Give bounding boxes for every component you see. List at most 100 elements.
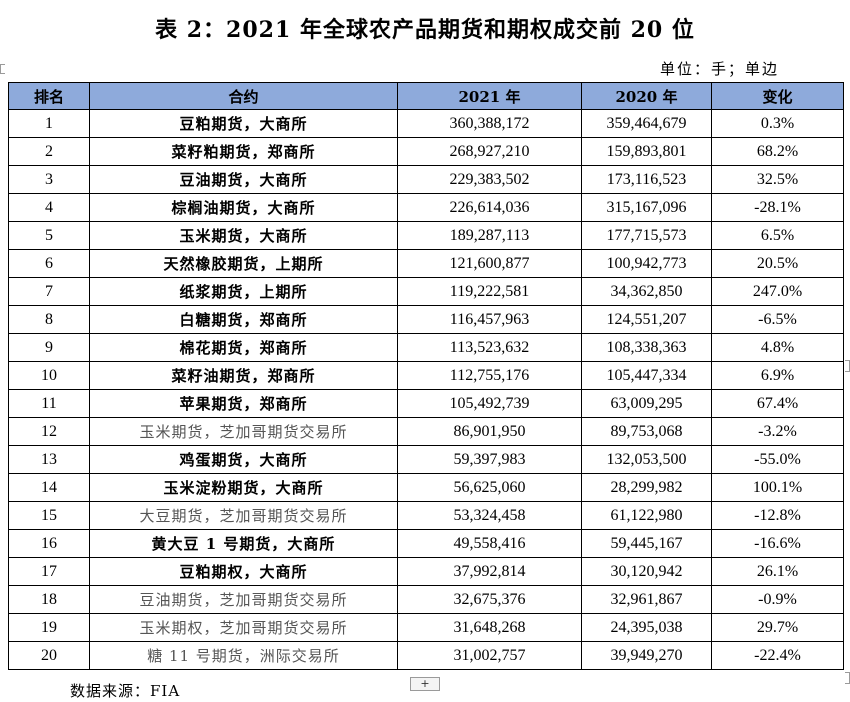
change-cell: 6.9% <box>711 361 844 390</box>
contract-cell: 豆粕期货，大商所 <box>89 109 398 138</box>
table-row: 4 棕榈油期货，大商所 226,614,036 315,167,096 -28.1% <box>8 193 844 222</box>
table-row: 2 菜籽粕期货，郑商所 268,927,210 159,893,801 68.2% <box>8 137 844 166</box>
volume-2021-cell: 121,600,877 <box>397 249 582 278</box>
volume-2020-cell: 100,942,773 <box>581 249 712 278</box>
volume-2020-cell: 28,299,982 <box>581 473 712 502</box>
rank-cell: 13 <box>8 445 90 474</box>
rank-cell: 20 <box>8 641 90 670</box>
volume-2021-cell: 112,755,176 <box>397 361 582 390</box>
unit-note: 单位：手；单边 <box>660 60 780 78</box>
volume-2021-cell: 226,614,036 <box>397 193 582 222</box>
contract-cell: 豆油期货，大商所 <box>89 165 398 194</box>
volume-2021-cell: 31,648,268 <box>397 613 582 642</box>
page-title: 表 2：2021 年全球农产品期货和期权成交前 20 位 <box>155 17 695 43</box>
contract-cell: 白糖期货，郑商所 <box>89 305 398 334</box>
contract-cell: 大豆期货，芝加哥期货交易所 <box>89 501 398 530</box>
volume-2020-cell: 63,009,295 <box>581 389 712 418</box>
table-row: 5 玉米期货，大商所 189,287,113 177,715,573 6.5% <box>8 221 844 250</box>
volume-2020-cell: 159,893,801 <box>581 137 712 166</box>
header-contract: 合约 <box>89 82 398 110</box>
contract-cell: 纸浆期货，上期所 <box>89 277 398 306</box>
table-row: 18 豆油期货，芝加哥期货交易所 32,675,376 32,961,867 -0.9% <box>8 585 844 614</box>
volume-2021-cell: 32,675,376 <box>397 585 582 614</box>
volume-2020-cell: 359,464,679 <box>581 109 712 138</box>
volume-2020-cell: 315,167,096 <box>581 193 712 222</box>
volume-2021-cell: 31,002,757 <box>397 641 582 670</box>
volume-2021-cell: 53,324,458 <box>397 501 582 530</box>
change-cell: -6.5% <box>711 305 844 334</box>
rank-cell: 7 <box>8 277 90 306</box>
header-2021: 2021 年 <box>397 82 582 110</box>
rank-cell: 6 <box>8 249 90 278</box>
table-row: 12 玉米期货，芝加哥期货交易所 86,901,950 89,753,068 -3.2% <box>8 417 844 446</box>
volume-2021-cell: 268,927,210 <box>397 137 582 166</box>
left-margin-marker <box>0 64 5 74</box>
volume-2020-cell: 30,120,942 <box>581 557 712 586</box>
volume-2020-cell: 89,753,068 <box>581 417 712 446</box>
rank-cell: 12 <box>8 417 90 446</box>
table-row: 6 天然橡胶期货，上期所 121,600,877 100,942,773 20.5% <box>8 249 844 278</box>
table-row: 17 豆粕期权，大商所 37,992,814 30,120,942 26.1% <box>8 557 844 586</box>
header-change: 变化 <box>711 82 844 110</box>
volume-2020-cell: 105,447,334 <box>581 361 712 390</box>
table-row: 11 苹果期货，郑商所 105,492,739 63,009,295 67.4% <box>8 389 844 418</box>
contract-cell: 棉花期货，郑商所 <box>89 333 398 362</box>
contract-cell: 豆油期货，芝加哥期货交易所 <box>89 585 398 614</box>
change-cell: 100.1% <box>711 473 844 502</box>
contract-cell: 棕榈油期货，大商所 <box>89 193 398 222</box>
volume-2021-cell: 116,457,963 <box>397 305 582 334</box>
table-row: 3 豆油期货，大商所 229,383,502 173,116,523 32.5% <box>8 165 844 194</box>
table-row: 10 菜籽油期货，郑商所 112,755,176 105,447,334 6.9% <box>8 361 844 390</box>
ranking-table: 排名 合约 2021 年 2020 年 变化 1 豆粕期货，大商所 360,388,… <box>8 82 844 670</box>
change-cell: -3.2% <box>711 417 844 446</box>
rank-cell: 5 <box>8 221 90 250</box>
rank-cell: 3 <box>8 165 90 194</box>
volume-2020-cell: 34,362,850 <box>581 277 712 306</box>
volume-2021-cell: 56,625,060 <box>397 473 582 502</box>
header-rank: 排名 <box>8 82 90 110</box>
contract-cell: 糖 11 号期货，洲际交易所 <box>89 641 398 670</box>
volume-2021-cell: 59,397,983 <box>397 445 582 474</box>
rank-cell: 17 <box>8 557 90 586</box>
contract-cell: 玉米淀粉期货，大商所 <box>89 473 398 502</box>
rank-cell: 8 <box>8 305 90 334</box>
volume-2020-cell: 59,445,167 <box>581 529 712 558</box>
rank-cell: 16 <box>8 529 90 558</box>
change-cell: -0.9% <box>711 585 844 614</box>
volume-2020-cell: 32,961,867 <box>581 585 712 614</box>
contract-cell: 鸡蛋期货，大商所 <box>89 445 398 474</box>
right-margin-marker-bottom <box>845 672 850 684</box>
rank-cell: 9 <box>8 333 90 362</box>
volume-2021-cell: 119,222,581 <box>397 277 582 306</box>
change-cell: -16.6% <box>711 529 844 558</box>
table-row: 16 黄大豆 1 号期货，大商所 49,558,416 59,445,167 -16.6… <box>8 529 844 558</box>
volume-2020-cell: 39,949,270 <box>581 641 712 670</box>
table-row: 14 玉米淀粉期货，大商所 56,625,060 28,299,982 100.1% <box>8 473 844 502</box>
table-row: 19 玉米期权，芝加哥期货交易所 31,648,268 24,395,038 29.7% <box>8 613 844 642</box>
rank-cell: 10 <box>8 361 90 390</box>
ranking-table-container: 排名 合约 2021 年 2020 年 变化 1 豆粕期货，大商所 360,388,… <box>8 82 844 670</box>
change-cell: 32.5% <box>711 165 844 194</box>
table-header-row: 排名 合约 2021 年 2020 年 变化 <box>8 82 844 110</box>
header-2020: 2020 年 <box>581 82 712 110</box>
contract-cell: 玉米期货，大商所 <box>89 221 398 250</box>
source-note: 数据来源：FIA <box>70 682 181 700</box>
change-cell: 0.3% <box>711 109 844 138</box>
volume-2020-cell: 124,551,207 <box>581 305 712 334</box>
contract-cell: 豆粕期权，大商所 <box>89 557 398 586</box>
change-cell: 68.2% <box>711 137 844 166</box>
change-cell: 26.1% <box>711 557 844 586</box>
rank-cell: 1 <box>8 109 90 138</box>
table-row: 13 鸡蛋期货，大商所 59,397,983 132,053,500 -55.0% <box>8 445 844 474</box>
change-cell: -12.8% <box>711 501 844 530</box>
table-row: 15 大豆期货，芝加哥期货交易所 53,324,458 61,122,980 -12.8… <box>8 501 844 530</box>
table-row: 9 棉花期货，郑商所 113,523,632 108,338,363 4.8% <box>8 333 844 362</box>
change-cell: 20.5% <box>711 249 844 278</box>
add-row-handle[interactable]: + <box>410 677 440 691</box>
change-cell: -55.0% <box>711 445 844 474</box>
right-margin-marker <box>845 360 850 372</box>
volume-2021-cell: 189,287,113 <box>397 221 582 250</box>
table-row: 1 豆粕期货，大商所 360,388,172 359,464,679 0.3% <box>8 109 844 138</box>
change-cell: 247.0% <box>711 277 844 306</box>
table-row: 20 糖 11 号期货，洲际交易所 31,002,757 39,949,270 -22.… <box>8 641 844 670</box>
